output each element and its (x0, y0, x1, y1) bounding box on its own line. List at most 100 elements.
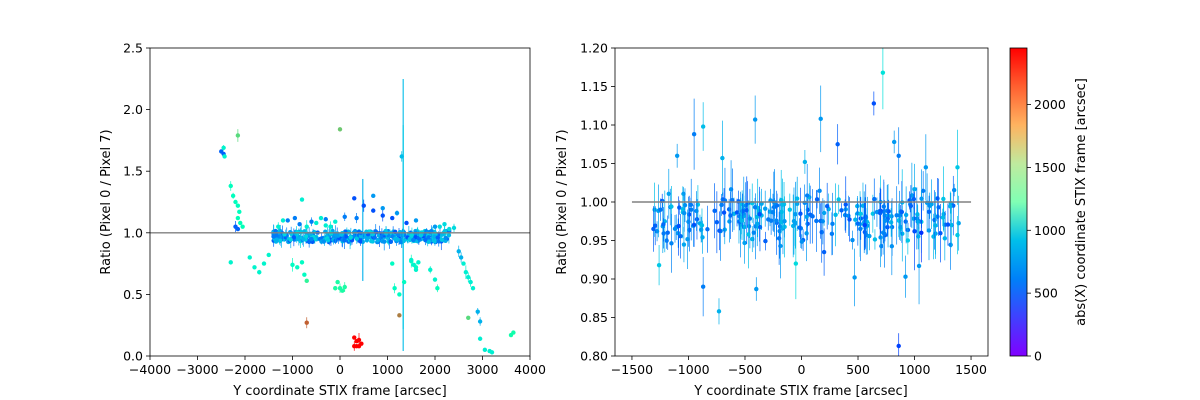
data-point (955, 165, 960, 170)
data-point (295, 265, 300, 270)
data-point (371, 208, 376, 213)
right-x-tick-label: 1500 (955, 362, 987, 377)
data-point (235, 226, 241, 232)
data-point (447, 226, 452, 232)
data-point (903, 219, 908, 224)
data-point (802, 159, 808, 165)
data-point (814, 197, 820, 202)
data-point (824, 203, 830, 209)
data-point (458, 255, 464, 260)
colorbar: 0 500 1000 1500 2000 abs(X) coordinate STIX … (1009, 47, 1089, 364)
data-point (716, 309, 722, 314)
data-point (442, 221, 447, 227)
right-x-tick-label: 500 (846, 362, 870, 377)
data-point (443, 235, 448, 241)
right-y-tick-label: 1.10 (580, 118, 608, 133)
data-point (677, 205, 682, 210)
data-point (914, 216, 920, 221)
data-point (661, 231, 666, 236)
data-point (882, 218, 888, 223)
right-y-tick-label: 0.80 (580, 349, 608, 364)
left-x-tick-label: −4000 (129, 362, 171, 377)
data-point (252, 265, 257, 270)
data-point (426, 235, 431, 240)
data-point (891, 139, 897, 145)
data-point (905, 238, 911, 243)
data-point (325, 237, 331, 243)
data-point (328, 224, 333, 229)
data-point (776, 236, 782, 241)
data-point (399, 154, 404, 159)
data-point (276, 224, 281, 229)
data-point (686, 219, 691, 224)
colorbar-label: abs(X) coordinate STIX frame [arcsec] (1074, 78, 1089, 326)
data-point (903, 212, 909, 218)
data-point (288, 237, 293, 242)
colorbar-tick-label: 0 (1034, 349, 1042, 364)
data-point (411, 262, 416, 268)
data-point (375, 237, 381, 243)
data-point (653, 223, 658, 228)
data-point (798, 211, 803, 216)
data-point (855, 221, 861, 226)
data-point (717, 228, 722, 233)
data-point (766, 217, 771, 222)
data-point (361, 203, 366, 208)
data-point (793, 261, 799, 266)
data-point (466, 315, 471, 321)
data-point (297, 221, 302, 227)
data-point (413, 218, 419, 223)
data-point (354, 215, 359, 221)
data-point (340, 288, 345, 293)
data-point (237, 209, 242, 215)
data-point (669, 204, 674, 209)
data-point (435, 286, 440, 291)
data-point (814, 218, 819, 224)
data-point (797, 225, 802, 230)
data-point (818, 116, 823, 122)
data-point (889, 244, 895, 249)
data-point (949, 222, 954, 228)
data-point (407, 236, 413, 242)
data-point (318, 215, 324, 221)
colorbar-tick-label: 1000 (1034, 223, 1066, 238)
data-point (682, 203, 688, 208)
data-point (392, 286, 397, 291)
data-point (799, 239, 805, 244)
right-y-axis-ticks: 0.80 0.85 0.90 0.95 1.00 1.05 1.10 1.15 1.20 (580, 41, 615, 364)
data-point (746, 232, 751, 237)
data-point (688, 202, 694, 208)
data-point (669, 241, 674, 246)
data-point (451, 225, 457, 231)
data-point (898, 225, 903, 230)
right-y-tick-label: 1.00 (580, 195, 608, 210)
data-point (309, 236, 314, 242)
data-point (314, 220, 319, 226)
data-point (751, 230, 757, 235)
data-point (247, 255, 252, 260)
data-point (948, 204, 953, 209)
data-point (439, 237, 445, 242)
data-point (862, 222, 867, 228)
left-x-tick-label: −1000 (271, 362, 313, 377)
data-point (858, 211, 863, 217)
data-point (411, 237, 416, 243)
data-point (754, 214, 760, 220)
data-point (878, 235, 883, 240)
data-point (774, 218, 779, 223)
data-point (672, 226, 678, 232)
data-point (858, 226, 863, 232)
data-point (685, 237, 690, 242)
left-x-tick-label: −3000 (176, 362, 218, 377)
data-point (754, 286, 759, 292)
data-point (299, 197, 305, 202)
data-point (700, 124, 706, 129)
colorbar-ticks: 0 500 1000 1500 2000 (1027, 97, 1066, 364)
data-point (727, 219, 732, 224)
data-point (852, 275, 857, 280)
data-point (722, 227, 727, 232)
data-point (390, 215, 395, 221)
right-y-tick-label: 1.05 (580, 156, 608, 171)
data-point (321, 239, 327, 244)
data-point (456, 249, 461, 254)
